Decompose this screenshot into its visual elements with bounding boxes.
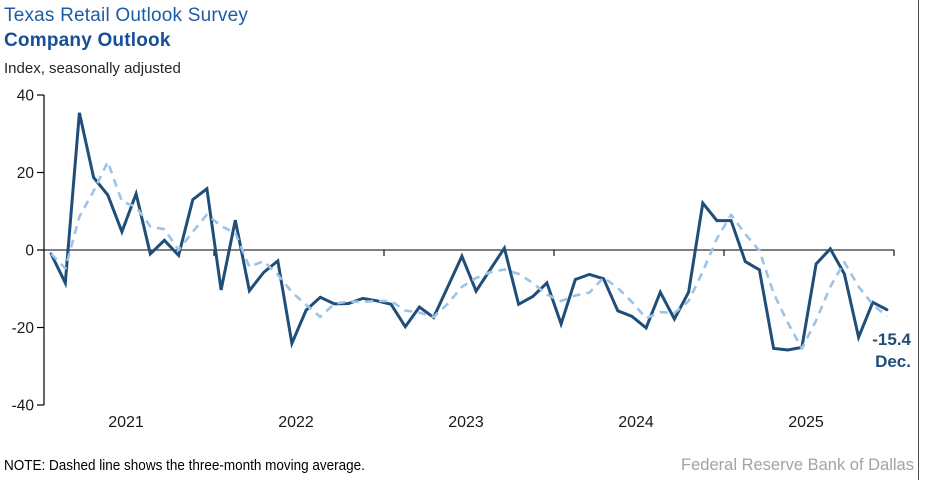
x-axis-year-label: 2021 — [108, 414, 144, 431]
y-axis-tick-label: 20 — [17, 165, 35, 182]
monthly-index-line — [49, 112, 889, 352]
x-axis-year-label: 2023 — [448, 414, 484, 431]
chart-subtitle: Company Outlook — [4, 30, 171, 51]
y-axis-tick-label: -20 — [12, 320, 35, 337]
footnote: NOTE: Dashed line shows the three-month … — [4, 457, 365, 474]
source-attribution: Federal Reserve Bank of Dallas — [681, 456, 914, 474]
chart-title: Texas Retail Outlook Survey — [4, 5, 249, 26]
x-axis-year-label: 2022 — [278, 414, 314, 431]
y-axis-tick-label: 0 — [25, 243, 34, 260]
page-edge-divider — [918, 0, 919, 480]
last-month-label: Dec. — [875, 352, 911, 371]
last-value-annotation: -15.4 Dec. — [872, 329, 911, 373]
x-axis-year-label: 2024 — [618, 414, 654, 431]
last-value-label: -15.4 — [872, 330, 911, 349]
three-month-moving-average-line — [50, 160, 888, 350]
x-axis-year-label: 2025 — [788, 414, 824, 431]
y-axis-unit-label: Index, seasonally adjusted — [4, 60, 181, 77]
y-axis-tick-label: 40 — [17, 88, 35, 105]
y-axis-tick-label: -40 — [12, 398, 35, 415]
